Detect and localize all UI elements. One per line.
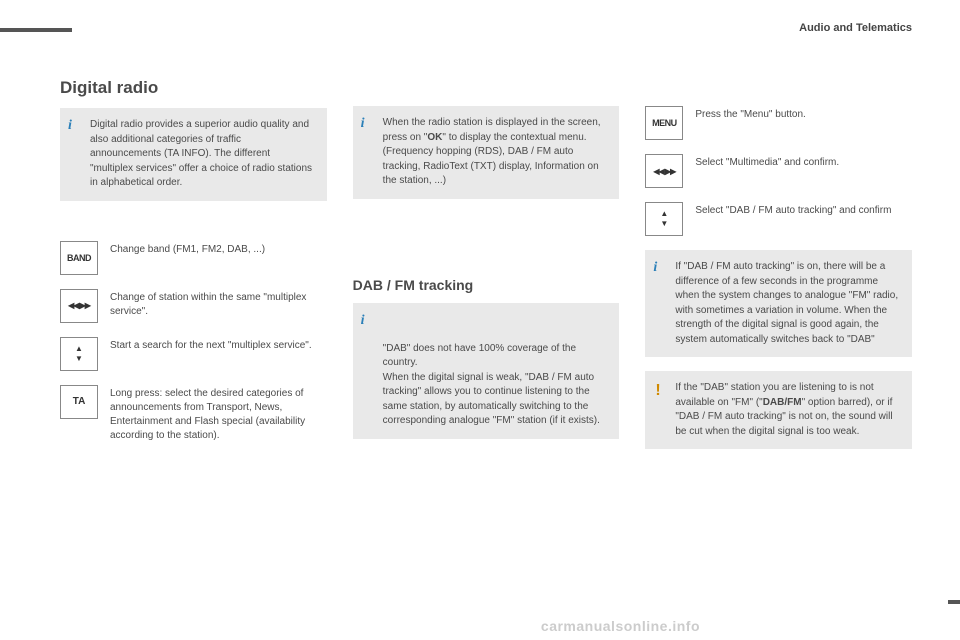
- tracking-delay-info-box: i If "DAB / FM auto tracking" is on, the…: [645, 250, 912, 357]
- warning-box: ! If the "DAB" station you are listening…: [645, 371, 912, 449]
- row-band: BAND Change band (FM1, FM2, DAB, ...): [60, 241, 327, 275]
- spacer: [353, 213, 620, 263]
- main-content: Digital radio i Digital radio provides a…: [60, 78, 912, 600]
- arrow-down-icon: ▼: [660, 220, 668, 228]
- row-station-change: Change of station within the same "multi…: [60, 289, 327, 323]
- row-menu: MENU Press the "Menu" button.: [645, 106, 912, 140]
- dab-coverage-text: "DAB" does not have 100% coverage of the…: [383, 343, 600, 427]
- warning-icon: !: [655, 379, 660, 402]
- arrow-down-icon: ▼: [75, 355, 83, 363]
- multimedia-text: Select "Multimedia" and confirm.: [695, 154, 839, 170]
- ok-text-c: (Frequency hopping (RDS), DAB / FM auto …: [383, 146, 599, 186]
- intro-text: Digital radio provides a superior audio …: [90, 119, 312, 188]
- ta-text: Long press: select the desired categorie…: [110, 385, 327, 443]
- column-2: i When the radio station is displayed in…: [353, 78, 620, 600]
- spacer: [645, 78, 912, 106]
- band-text: Change band (FM1, FM2, DAB, ...): [110, 241, 265, 257]
- arrows-lr-icon: [653, 166, 675, 177]
- menu-button[interactable]: MENU: [645, 106, 683, 140]
- updown-buttons[interactable]: ▲ ▼: [60, 337, 98, 371]
- header-category: Audio and Telematics: [799, 22, 912, 34]
- column-1: Digital radio i Digital radio provides a…: [60, 78, 327, 600]
- arrow-up-icon: ▲: [75, 345, 83, 353]
- info-icon: i: [361, 311, 375, 325]
- spacer: [353, 78, 620, 106]
- ok-bold: OK: [427, 132, 442, 143]
- subsection-title: DAB / FM tracking: [353, 277, 620, 293]
- info-icon: i: [653, 258, 667, 272]
- updown-buttons[interactable]: ▲ ▼: [645, 202, 683, 236]
- row-multiplex-search: ▲ ▼ Start a search for the next "multipl…: [60, 337, 327, 371]
- ok-text-b: " to display the contextual menu.: [442, 132, 586, 143]
- warn-bold: DAB/FM: [763, 397, 802, 408]
- column-3: MENU Press the "Menu" button. Select "Mu…: [645, 78, 912, 600]
- intro-info-box: i Digital radio provides a superior audi…: [60, 108, 327, 201]
- arrow-up-icon: ▲: [660, 210, 668, 218]
- tracking-delay-text: If "DAB / FM auto tracking" is on, there…: [675, 261, 898, 345]
- watermark: carmanualsonline.info: [541, 618, 700, 634]
- section-title: Digital radio: [60, 78, 327, 98]
- auto-tracking-text: Select "DAB / FM auto tracking" and conf…: [695, 202, 891, 218]
- multiplex-search-text: Start a search for the next "multiplex s…: [110, 337, 312, 353]
- info-icon: i: [361, 114, 375, 128]
- ok-info-box: i When the radio station is displayed in…: [353, 106, 620, 199]
- page-marker: [948, 600, 960, 604]
- row-multimedia: Select "Multimedia" and confirm.: [645, 154, 912, 188]
- station-change-text: Change of station within the same "multi…: [110, 289, 327, 319]
- top-accent-bar: [0, 28, 72, 32]
- seek-buttons[interactable]: [645, 154, 683, 188]
- seek-buttons[interactable]: [60, 289, 98, 323]
- row-ta: TA Long press: select the desired catego…: [60, 385, 327, 443]
- band-button[interactable]: BAND: [60, 241, 98, 275]
- dab-coverage-info-box: i "DAB" does not have 100% coverage of t…: [353, 303, 620, 439]
- arrows-lr-icon: [68, 300, 90, 311]
- ta-button[interactable]: TA: [60, 385, 98, 419]
- row-auto-tracking: ▲ ▼ Select "DAB / FM auto tracking" and …: [645, 202, 912, 236]
- info-icon: i: [68, 116, 82, 130]
- spacer: [60, 215, 327, 241]
- menu-text: Press the "Menu" button.: [695, 106, 806, 122]
